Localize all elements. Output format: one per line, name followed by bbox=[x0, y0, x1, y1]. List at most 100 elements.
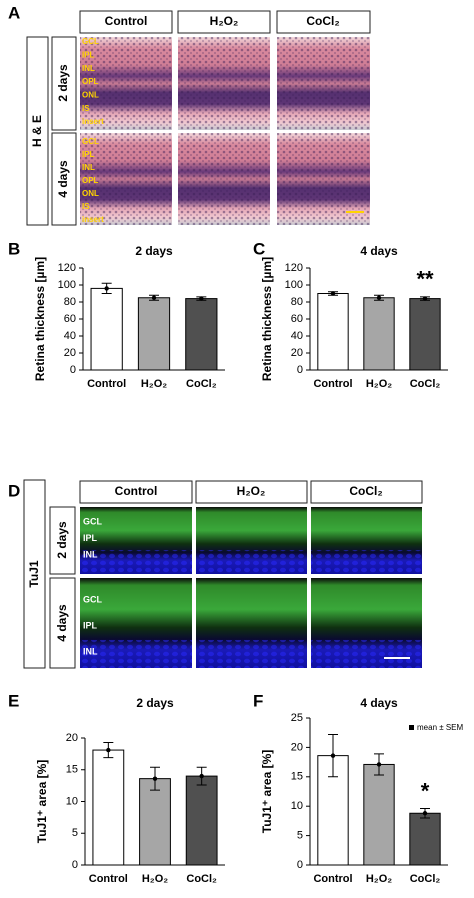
significance: ** bbox=[416, 267, 434, 292]
row-box bbox=[51, 36, 77, 131]
group-box bbox=[26, 36, 49, 226]
y-tick-label: 10 bbox=[66, 795, 78, 807]
y-tick-label: 120 bbox=[285, 262, 303, 274]
y-tick-label: 80 bbox=[64, 296, 76, 308]
y-tick-label: 0 bbox=[297, 364, 303, 376]
mean-dot bbox=[422, 296, 428, 301]
column-header: Control bbox=[115, 484, 158, 498]
column-header: Control bbox=[105, 14, 148, 28]
bar bbox=[90, 287, 123, 371]
x-tick-label: Control bbox=[87, 378, 126, 390]
bar bbox=[363, 763, 395, 866]
panel-label: C bbox=[253, 239, 265, 258]
chart-title: 4 days bbox=[360, 244, 398, 258]
y-tick-label: 80 bbox=[291, 296, 303, 308]
tuj1-images bbox=[80, 507, 422, 668]
y-tick-label: 40 bbox=[64, 330, 76, 342]
y-tick-label: 60 bbox=[291, 313, 303, 325]
y-tick-label: 10 bbox=[291, 800, 303, 812]
layer-label: ONL bbox=[82, 189, 99, 198]
bar bbox=[363, 297, 395, 371]
y-tick-label: 20 bbox=[291, 347, 303, 359]
mean-dot bbox=[330, 291, 336, 296]
bar bbox=[409, 298, 441, 371]
y-axis-label: Retina thickness [µm] bbox=[260, 257, 274, 381]
column-header-box bbox=[79, 10, 173, 34]
column-header: CoCl₂ bbox=[306, 14, 339, 28]
x-tick-label: CoCl₂ bbox=[410, 378, 441, 390]
panel-label: E bbox=[8, 691, 19, 710]
panel-label: D bbox=[8, 481, 20, 500]
group-label: H & E bbox=[30, 115, 44, 147]
column-header-box bbox=[276, 10, 371, 34]
row-box bbox=[49, 506, 76, 575]
layer-label: GCL bbox=[82, 137, 99, 146]
chart-title: 2 days bbox=[135, 244, 173, 258]
y-tick-label: 0 bbox=[70, 364, 76, 376]
bar bbox=[409, 812, 441, 866]
y-tick-label: 5 bbox=[297, 830, 303, 842]
x-tick-label: H₂O₂ bbox=[142, 873, 168, 885]
group-label: TuJ1 bbox=[27, 560, 41, 587]
layer-label: INL bbox=[83, 646, 98, 656]
mean-dot bbox=[104, 286, 109, 291]
group-box bbox=[23, 479, 46, 669]
bar bbox=[185, 775, 218, 866]
mean-dot bbox=[151, 295, 157, 300]
row-box bbox=[51, 132, 77, 226]
layer-label: GCL bbox=[83, 594, 103, 604]
significance: * bbox=[421, 778, 430, 803]
chart-title: 2 days bbox=[136, 696, 174, 710]
y-axis-label: Retina thickness [µm] bbox=[33, 257, 47, 381]
mean-dot bbox=[152, 776, 158, 781]
x-tick-label: Control bbox=[89, 873, 128, 885]
mean-dot bbox=[376, 762, 382, 767]
mean-dot bbox=[106, 747, 111, 753]
y-axis-label: TuJ1⁺ area [%] bbox=[260, 750, 274, 833]
column-header-box bbox=[79, 480, 193, 504]
x-tick-label: CoCl₂ bbox=[410, 873, 441, 885]
y-tick-label: 0 bbox=[72, 859, 78, 871]
bar bbox=[317, 293, 349, 371]
bar bbox=[92, 749, 125, 866]
column-header-box bbox=[195, 480, 308, 504]
y-tick-label: 15 bbox=[291, 771, 303, 783]
y-tick-label: 20 bbox=[291, 741, 303, 753]
bar bbox=[137, 297, 171, 371]
row-box bbox=[49, 577, 76, 669]
y-tick-label: 20 bbox=[66, 732, 78, 744]
y-tick-label: 40 bbox=[291, 330, 303, 342]
y-tick-label: 5 bbox=[72, 827, 78, 839]
panel-label: A bbox=[8, 3, 20, 22]
legend-marker bbox=[409, 725, 414, 730]
layer-label: OPL bbox=[82, 176, 99, 185]
y-tick-label: 120 bbox=[58, 262, 76, 274]
layer-label: ONL bbox=[82, 90, 99, 99]
mean-dot bbox=[376, 295, 382, 300]
bar bbox=[139, 778, 171, 866]
column-header-box bbox=[310, 480, 423, 504]
x-tick-label: H₂O₂ bbox=[366, 378, 392, 390]
layer-label: OPL bbox=[82, 77, 99, 86]
layer-label: INL bbox=[82, 64, 95, 73]
layer-label: IS bbox=[82, 104, 90, 113]
mean-dot bbox=[199, 296, 204, 301]
mean-dot bbox=[422, 811, 428, 816]
mean-dot bbox=[199, 773, 204, 779]
column-header-box bbox=[177, 10, 271, 34]
row-label: 4 days bbox=[55, 604, 69, 642]
x-tick-label: Control bbox=[313, 873, 352, 885]
panel-label: F bbox=[253, 691, 263, 710]
layer-label: IPL bbox=[83, 620, 98, 630]
x-tick-label: Control bbox=[313, 378, 352, 390]
y-tick-label: 25 bbox=[291, 712, 303, 724]
layer-label: insert bbox=[82, 215, 104, 224]
legend-label: mean ± SEM bbox=[417, 723, 464, 732]
x-tick-label: CoCl₂ bbox=[186, 378, 217, 390]
layer-label: INL bbox=[82, 163, 95, 172]
he-images bbox=[80, 37, 370, 225]
x-tick-label: H₂O₂ bbox=[366, 873, 392, 885]
bar bbox=[185, 298, 218, 371]
